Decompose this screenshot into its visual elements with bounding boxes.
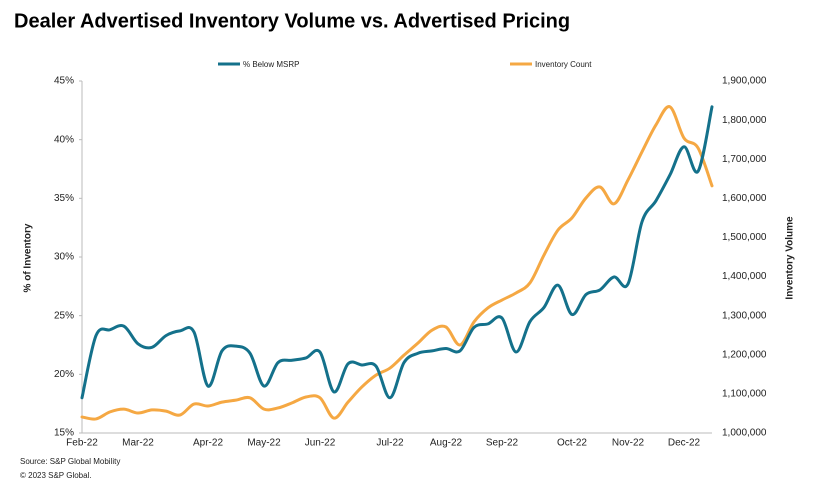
x-tick-label: Nov-22 [612, 438, 645, 449]
x-tick-label: Mar-22 [122, 438, 154, 449]
line-series [80, 105, 714, 421]
y2-tick-label: 1,500,000 [722, 232, 767, 243]
source: Source: S&P Global Mobility [20, 457, 120, 466]
y2-tick-label: 1,600,000 [722, 193, 767, 204]
x-tick-label: Sep-22 [486, 438, 519, 449]
y2-tick-label: 1,800,000 [722, 115, 767, 126]
legend-label: % Below MSRP [243, 60, 299, 69]
x-tick-label: Oct-22 [557, 438, 587, 449]
y-tick-label: 35% [54, 193, 74, 204]
x-tick-label: Aug-22 [430, 438, 463, 449]
chart-title: Dealer Advertised Inventory Volume vs. A… [14, 10, 570, 32]
y-tick-label: 25% [54, 310, 74, 321]
x-tick-label: Apr-22 [193, 438, 223, 449]
y2-axis-title: Inventory Volume [785, 216, 796, 300]
y2-tick-label: 1,200,000 [722, 349, 767, 360]
y-tick-label: 20% [54, 369, 74, 380]
y2-tick-label: 1,400,000 [722, 271, 767, 282]
y2-tick-label: 1,100,000 [722, 389, 767, 400]
x-tick-label: Dec-22 [668, 438, 701, 449]
x-tick-label: Jul-22 [376, 438, 404, 449]
copyright: © 2023 S&P Global. [20, 471, 92, 480]
y-tick-label: 30% [54, 252, 74, 263]
x-tick-label: May-22 [247, 438, 281, 449]
y2-tick-label: 1,700,000 [722, 154, 767, 165]
y2-tick-label: 1,300,000 [722, 310, 767, 321]
legend-label: Inventory Count [535, 60, 592, 69]
line-series [80, 105, 714, 400]
y-tick-label: 15% [54, 428, 74, 439]
x-tick-label: Feb-22 [66, 438, 98, 449]
x-tick-label: Jun-22 [305, 438, 336, 449]
y2-tick-label: 1,000,000 [722, 428, 767, 439]
y-tick-label: 45% [54, 76, 74, 87]
y2-tick-label: 1,900,000 [722, 76, 767, 87]
y-axis-title: % of Inventory [23, 223, 34, 292]
y-tick-label: 40% [54, 134, 74, 145]
